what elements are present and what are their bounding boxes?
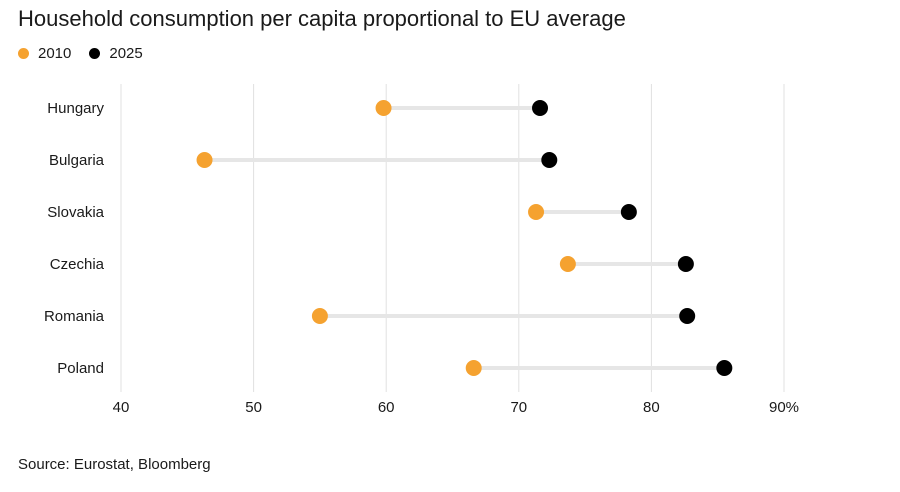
chart-title: Household consumption per capita proport… <box>18 6 626 31</box>
point-slovakia-2025 <box>620 204 637 220</box>
category-label-romania: Romania <box>44 308 105 325</box>
point-czechia-2010 <box>559 256 576 272</box>
point-poland-2025 <box>716 360 733 376</box>
legend-item-2010: 2010 <box>18 45 71 62</box>
dumbbell-chart: 40 50 60 70 80 90% Hungary Bulgaria Slovakia Czec… <box>44 84 799 416</box>
x-tick-label-90: 90% <box>769 399 799 416</box>
point-bulgaria-2025 <box>541 152 558 168</box>
point-czechia-2025 <box>677 256 694 272</box>
x-tick-label-60: 60 <box>378 399 395 416</box>
point-hungary-2025 <box>532 100 549 116</box>
x-tick-label-70: 70 <box>510 399 527 416</box>
legend-marker-2010 <box>18 47 29 59</box>
legend-marker-2025 <box>89 47 101 59</box>
category-label-czechia: Czechia <box>50 256 105 273</box>
x-tick-label-80: 80 <box>643 399 660 416</box>
point-romania-2025 <box>679 308 696 324</box>
category-label-bulgaria: Bulgaria <box>49 152 105 169</box>
point-slovakia-2010 <box>528 204 545 220</box>
legend: 2010 2025 <box>18 43 161 63</box>
source-note: Source: Eurostat, Bloomberg <box>18 456 211 473</box>
x-tick-label-50: 50 <box>245 399 262 416</box>
category-label-poland: Poland <box>57 360 104 377</box>
category-label-slovakia: Slovakia <box>47 204 104 221</box>
x-tick-label-40: 40 <box>113 399 130 416</box>
point-bulgaria-2010 <box>196 152 213 168</box>
legend-item-2025: 2025 <box>89 44 143 62</box>
point-hungary-2010 <box>375 100 392 116</box>
point-poland-2010 <box>465 360 482 376</box>
legend-label-2025: 2025 <box>109 44 143 62</box>
legend-label-2010: 2010 <box>38 44 72 62</box>
category-label-hungary: Hungary <box>47 100 104 117</box>
point-romania-2010 <box>311 308 328 324</box>
